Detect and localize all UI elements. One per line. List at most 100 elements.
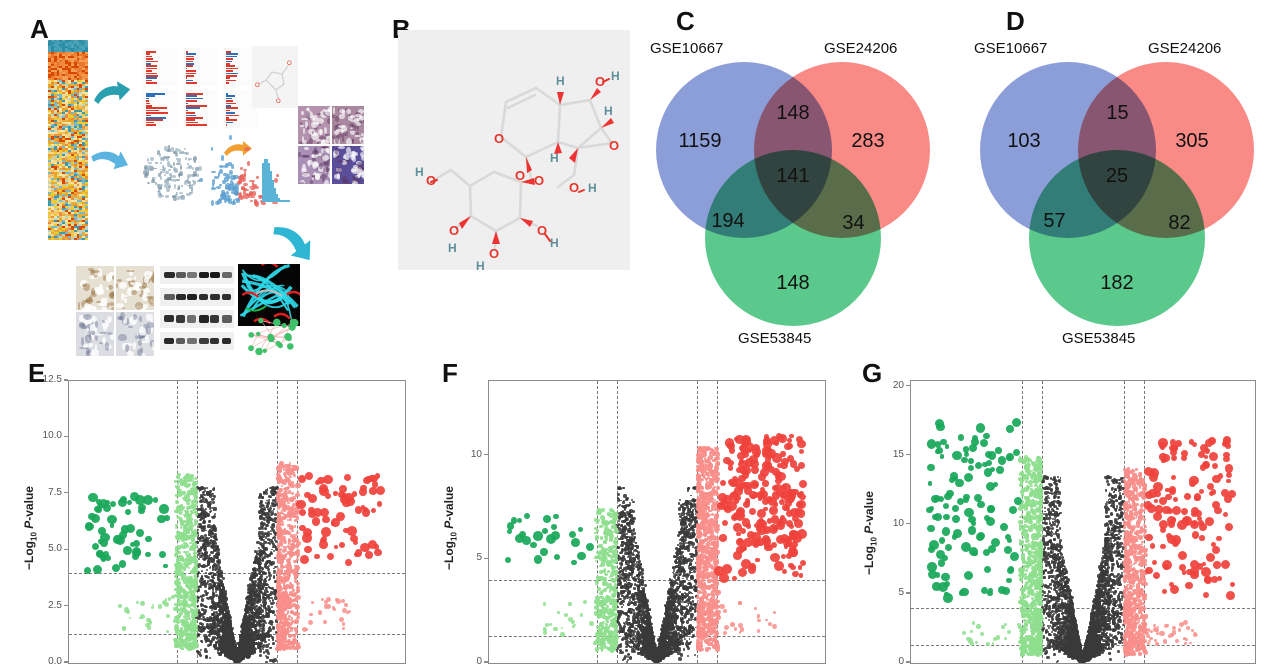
data-point xyxy=(203,510,205,512)
data-point xyxy=(183,562,187,566)
y-axis-tick-label: 10.0 xyxy=(34,430,62,441)
data-point xyxy=(176,515,178,517)
data-point xyxy=(251,639,253,641)
data-point xyxy=(205,498,207,500)
data-point xyxy=(192,483,196,487)
data-point xyxy=(271,606,273,608)
data-point xyxy=(220,599,223,602)
data-point xyxy=(249,593,252,596)
workflow-western-blot xyxy=(160,332,234,350)
data-point xyxy=(98,539,103,544)
volcano-plot-e: 0.0 2.5 5.0 7.5 10.0 12.5 −Log10 P-value xyxy=(0,370,430,670)
data-point xyxy=(112,564,121,573)
data-point xyxy=(265,622,267,624)
data-point xyxy=(197,554,199,556)
data-point xyxy=(287,566,292,571)
data-point xyxy=(201,598,205,602)
data-point xyxy=(203,605,205,607)
data-point xyxy=(332,606,335,609)
data-point xyxy=(199,488,202,491)
data-point xyxy=(247,609,249,611)
data-point xyxy=(110,501,116,507)
data-point xyxy=(187,624,192,629)
data-point xyxy=(286,571,291,576)
data-point xyxy=(123,546,132,555)
data-point xyxy=(197,633,200,636)
data-point xyxy=(621,606,623,608)
data-point xyxy=(129,617,131,619)
data-point xyxy=(209,492,211,494)
venn-d-count-a-only: 103 xyxy=(994,130,1054,153)
data-point xyxy=(192,617,196,621)
data-point xyxy=(187,514,191,518)
data-point xyxy=(165,598,167,600)
workflow-western-blot xyxy=(160,310,234,328)
workflow-volcano-mini xyxy=(206,140,266,202)
data-point xyxy=(206,487,208,489)
data-point xyxy=(277,560,282,565)
data-point xyxy=(291,617,294,620)
data-point xyxy=(205,508,207,510)
data-point xyxy=(282,549,285,552)
data-point xyxy=(267,542,269,544)
data-point xyxy=(212,488,215,491)
workflow-western-blot xyxy=(160,266,234,284)
data-point xyxy=(177,600,181,604)
data-point xyxy=(239,647,241,649)
data-point xyxy=(292,513,296,517)
data-point xyxy=(295,544,298,547)
data-point xyxy=(199,525,202,528)
data-point xyxy=(245,625,248,628)
data-point xyxy=(180,573,184,577)
data-point xyxy=(175,500,179,504)
catalpol-structure-svg: O O O O O O O O O O H H H H H H H H H xyxy=(398,30,630,270)
data-point xyxy=(267,538,270,541)
data-point xyxy=(267,521,270,524)
data-point xyxy=(180,526,182,528)
data-point xyxy=(284,570,286,572)
data-point xyxy=(290,506,294,510)
workflow-network-graph xyxy=(238,316,302,356)
data-point xyxy=(183,595,188,600)
data-point xyxy=(215,538,218,541)
data-point xyxy=(260,587,263,590)
data-point xyxy=(222,639,225,642)
data-point xyxy=(344,603,348,607)
data-point xyxy=(182,545,186,549)
data-point xyxy=(215,591,217,593)
data-point xyxy=(312,517,321,526)
data-point xyxy=(217,570,220,573)
data-point xyxy=(127,500,132,505)
data-point xyxy=(281,523,284,526)
workflow-arrow xyxy=(90,77,134,110)
data-point xyxy=(279,531,283,535)
data-point xyxy=(360,485,367,492)
data-point xyxy=(171,595,175,599)
data-point xyxy=(272,546,274,548)
data-point xyxy=(202,581,206,585)
data-point xyxy=(204,575,206,577)
data-point xyxy=(294,619,299,624)
data-point xyxy=(178,638,181,641)
data-point xyxy=(296,566,300,570)
data-point xyxy=(262,596,266,600)
data-point xyxy=(205,565,208,568)
data-point xyxy=(213,525,215,527)
data-point xyxy=(272,638,274,640)
data-point xyxy=(174,570,178,574)
data-point xyxy=(194,531,197,534)
data-point xyxy=(265,649,269,653)
data-point xyxy=(209,643,212,646)
data-point xyxy=(217,652,219,654)
data-point xyxy=(180,643,182,645)
data-point xyxy=(273,602,275,604)
data-point xyxy=(205,530,207,532)
data-point xyxy=(264,635,267,638)
atom-h-glucose-4: H xyxy=(476,259,485,270)
data-point xyxy=(201,540,203,542)
data-point xyxy=(239,649,241,651)
data-point xyxy=(295,633,297,635)
data-point xyxy=(248,588,250,590)
data-point xyxy=(176,558,180,562)
